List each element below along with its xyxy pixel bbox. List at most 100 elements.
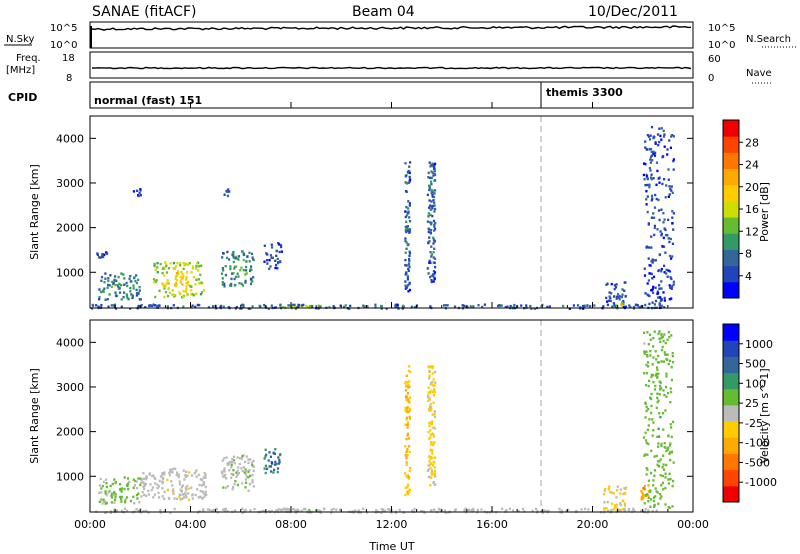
scatter-cell	[404, 423, 407, 426]
scatter-cell	[476, 508, 479, 511]
scatter-cell	[568, 307, 571, 310]
scatter-cell	[560, 509, 564, 512]
scatter-cell	[129, 274, 132, 278]
scatter-cell	[405, 271, 408, 274]
scatter-cell	[647, 365, 650, 368]
scatter-cell	[248, 260, 251, 263]
scatter-cell	[222, 305, 225, 308]
scatter-cell	[154, 477, 157, 481]
scatter-cell	[199, 489, 202, 493]
scatter-cell	[241, 284, 245, 287]
scatter-cell	[623, 508, 627, 512]
scatter-cell	[629, 305, 632, 309]
scatter-cell	[657, 399, 660, 402]
scatter-cell	[405, 399, 408, 402]
scatter-cell	[200, 478, 204, 482]
scatter-cell	[277, 242, 280, 245]
scatter-cell	[232, 256, 235, 259]
scatter-cell	[276, 467, 280, 470]
scatter-cell	[108, 293, 111, 296]
scatter-cell	[433, 508, 436, 511]
scatter-cell	[408, 265, 411, 269]
scatter-cell	[404, 396, 408, 399]
scatter-cell	[409, 370, 412, 374]
scatter-cell	[654, 259, 657, 262]
scatter-cell	[152, 496, 155, 499]
scatter-cell	[221, 459, 224, 462]
scatter-cell	[113, 278, 116, 282]
scatter-cell	[163, 490, 166, 494]
scatter-cell	[431, 432, 435, 435]
scatter-cell	[223, 285, 226, 288]
scatter-cell	[666, 148, 669, 151]
velocity-colorbar-label: Velocity [m s^-1]	[758, 368, 771, 463]
scatter-cell	[432, 256, 435, 259]
scatter-cell	[375, 509, 378, 512]
scatter-cell	[97, 256, 101, 259]
scatter-cell	[572, 304, 575, 307]
scatter-cell	[233, 267, 236, 270]
scatter-cell	[660, 484, 663, 487]
scatter-cell	[433, 257, 437, 260]
scatter-cell	[406, 211, 409, 214]
scatter-cell	[107, 279, 110, 283]
scatter-cell	[427, 475, 431, 479]
scatter-cell	[525, 304, 528, 307]
scatter-cell	[432, 251, 435, 254]
scatter-cell	[106, 298, 109, 301]
scatter-cell	[103, 281, 106, 284]
scatter-cell	[187, 280, 190, 283]
scatter-cell	[671, 191, 674, 194]
scatter-cell	[126, 509, 129, 512]
scatter-patch	[404, 161, 412, 293]
scatter-cell	[156, 487, 159, 490]
scatter-cell	[662, 135, 666, 138]
scatter-cell	[183, 496, 186, 499]
scatter-cell	[126, 296, 129, 300]
scatter-cell	[190, 292, 193, 296]
scatter-cell	[427, 176, 430, 179]
scatter-cell	[270, 304, 273, 307]
scatter-cell	[276, 257, 279, 261]
scatter-cell	[428, 187, 431, 190]
scatter-cell	[245, 269, 248, 272]
scatter-cell	[225, 477, 228, 480]
scatter-cell	[226, 463, 229, 466]
scatter-cell	[344, 304, 347, 307]
scatter-cell	[647, 509, 650, 512]
scatter-cell	[144, 477, 147, 481]
cpid-segment-1: normal (fast) 151	[94, 94, 202, 107]
scatter-cell	[662, 221, 665, 224]
scatter-cell	[660, 138, 663, 141]
scatter-cell	[646, 331, 649, 334]
scatter-cell	[651, 258, 654, 261]
scatter-cell	[281, 508, 284, 512]
scatter-cell	[668, 254, 672, 258]
scatter-cell	[381, 509, 385, 512]
scatter-cell	[650, 176, 653, 179]
scatter-cell	[244, 468, 247, 471]
scatter-cell	[646, 282, 649, 285]
scatter-cell	[225, 456, 228, 459]
scatter-cell	[195, 292, 198, 295]
scatter-cell	[167, 282, 170, 285]
scatter-cell	[431, 390, 434, 394]
scatter-cell	[646, 428, 649, 431]
scatter-cell	[174, 277, 177, 281]
scatter-cell	[138, 286, 141, 289]
scatter-cell	[654, 193, 657, 197]
scatter-cell	[669, 146, 672, 149]
scatter-cell	[244, 486, 247, 489]
scatter-cell	[654, 299, 658, 303]
scatter-cell	[410, 305, 413, 309]
scatter-cell	[653, 388, 657, 391]
scatter-cell	[665, 463, 668, 467]
scatter-cell	[162, 284, 165, 288]
scatter-cell	[102, 289, 105, 292]
scatter-cell	[251, 280, 254, 283]
scatter-cell	[433, 229, 436, 232]
scatter-cell	[212, 509, 215, 512]
colorbar-segment	[723, 388, 739, 406]
scatter-cell	[580, 508, 583, 511]
scatter-cell	[405, 461, 408, 464]
